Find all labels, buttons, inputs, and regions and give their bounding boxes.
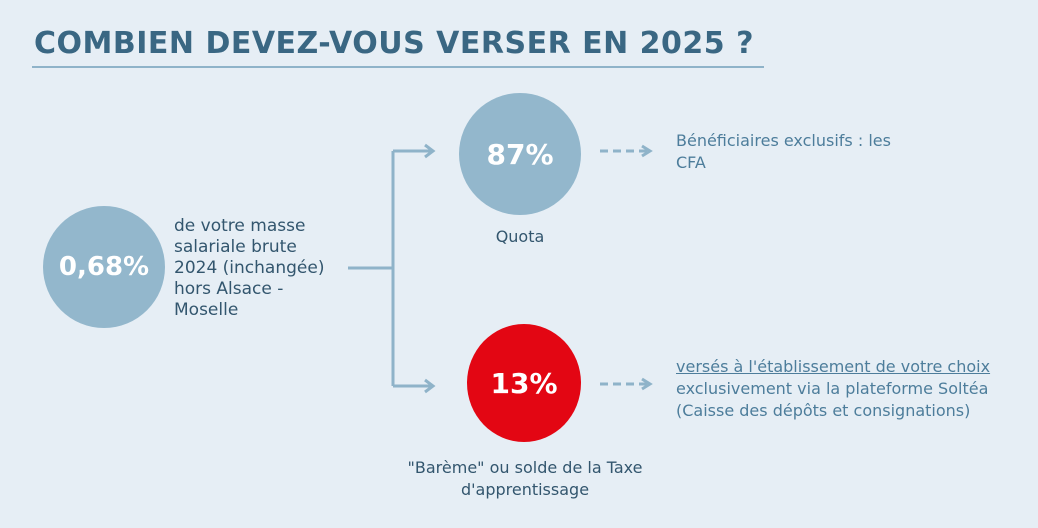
quota-value: 87% <box>486 137 554 171</box>
dashed-arrow-quota-head <box>641 144 653 158</box>
arrow-top-head <box>424 143 436 159</box>
quota-circle: 87% <box>459 93 581 215</box>
bareme-description: versés à l'établissement de votre choix … <box>676 356 996 422</box>
quota-label: Quota <box>495 227 545 246</box>
main-rate-circle: 0,68% <box>43 206 165 328</box>
main-rate-description: de votre masse salariale brute 2024 (inc… <box>174 216 325 320</box>
bareme-description-rest: exclusivement via la plateforme Soltéa (… <box>676 379 989 420</box>
main-rate-value: 0,68% <box>58 252 150 282</box>
title-underline <box>32 66 764 68</box>
bareme-value: 13% <box>490 366 558 400</box>
quota-description: Bénéficiaires exclusifs : les CFA <box>676 131 891 172</box>
page-title: COMBIEN DEVEZ-VOUS VERSER EN 2025 ? <box>34 26 754 61</box>
bareme-circle: 13% <box>467 324 581 442</box>
bareme-description-link[interactable]: versés à l'établissement de votre choix <box>676 357 991 376</box>
dashed-arrow-bareme-head <box>641 377 653 391</box>
bareme-label: "Barème" ou solde de la Taxe d'apprentis… <box>407 458 643 499</box>
arrow-bottom-head <box>424 378 436 394</box>
